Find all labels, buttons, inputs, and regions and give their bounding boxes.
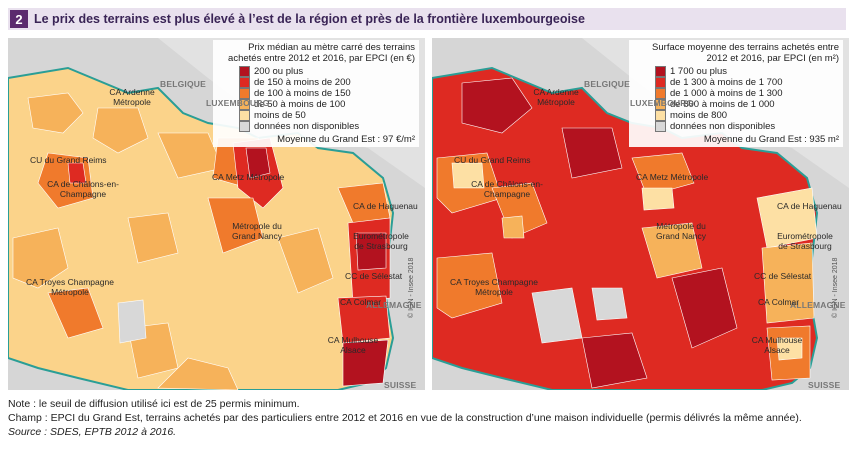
city-label-troyes: CA Troyes Champagne Métropole xyxy=(450,277,538,297)
city-label-mulhouse: CA Mulhouse Alsace xyxy=(327,335,379,355)
surface-legend-mean: Moyenne du Grand Est : 935 m² xyxy=(703,134,839,145)
country-label-germany: ALLEMAGNE xyxy=(366,300,422,310)
surface-legend-item: moins de 800 xyxy=(655,110,839,121)
price-legend-item: moins de 50 xyxy=(239,110,415,121)
country-label-luxembourg: LUXEMBOURG xyxy=(630,98,694,108)
city-label-selestat: CC de Sélestat xyxy=(345,271,403,281)
surface-legend-item: de 800 à moins de 1 000 xyxy=(655,99,839,110)
price-legend-swatch xyxy=(239,110,250,121)
price-legend-item: 200 ou plus xyxy=(239,66,415,77)
city-label-nancy: Métropole du Grand Nancy xyxy=(655,221,707,241)
price-legend-mean: Moyenne du Grand Est : 97 €/m² xyxy=(277,134,415,145)
surface-legend-label: données non disponibles xyxy=(670,121,776,132)
city-label-haguenau: CA de Haguenau xyxy=(353,201,418,211)
city-label-chalons: CA de Châlons-en-Champagne xyxy=(471,179,543,199)
surface-legend-label: de 800 à moins de 1 000 xyxy=(670,99,775,110)
map-credit: © IGN - Insee 2018 xyxy=(832,257,839,318)
surface-legend-label: moins de 800 xyxy=(670,110,728,121)
figure-notes: Note : le seuil de diffusion utilisé ici… xyxy=(8,397,802,439)
figure-header: 2 Le prix des terrains est plus élevé à … xyxy=(8,8,846,30)
price-legend-label: 200 ou plus xyxy=(254,66,304,77)
price-legend-swatch xyxy=(239,121,250,132)
surface-legend-label: 1 700 ou plus xyxy=(670,66,728,77)
city-label-selestat: CC de Sélestat xyxy=(754,271,812,281)
city-label-colmar: CA Colmar xyxy=(340,297,382,307)
surface-legend-item: de 1 000 à moins de 1 300 xyxy=(655,88,839,99)
price-legend-label: données non disponibles xyxy=(254,121,360,132)
price-legend-swatch xyxy=(239,66,250,77)
price-legend-title: Prix médian au mètre carré des terrains … xyxy=(228,42,415,64)
city-label-troyes: CA Troyes Champagne Métropole xyxy=(26,277,114,297)
city-label-metz: CA Metz Métropole xyxy=(636,172,709,182)
surface-legend-label: de 1 000 à moins de 1 300 xyxy=(670,88,783,99)
price-legend-items: 200 ou plus de 150 à moins de 200 de 100 à… xyxy=(217,66,415,132)
surface-map-patches xyxy=(436,77,818,389)
city-label-colmar: CA Colmar xyxy=(758,297,800,307)
country-label-switzerland: SUISSE xyxy=(384,380,417,390)
city-label-strasbourg: Eurométropole de Strasbourg xyxy=(353,231,409,251)
price-legend-swatch xyxy=(239,77,250,88)
note-text: Note : le seuil de diffusion utilisé ici… xyxy=(8,398,300,410)
map-credit: © IGN - Insee 2018 xyxy=(408,257,415,318)
city-label-nancy: Métropole du Grand Nancy xyxy=(231,221,283,241)
surface-legend-item: de 1 300 à moins de 1 700 xyxy=(655,77,839,88)
country-label-germany: ALLEMAGNE xyxy=(790,300,846,310)
city-label-reims: CU du Grand Reims xyxy=(454,155,531,165)
surface-legend-swatch xyxy=(655,66,666,77)
surface-legend-swatch xyxy=(655,88,666,99)
surface-legend-items: 1 700 ou plus de 1 300 à moins de 1 700 de… xyxy=(633,66,839,132)
price-legend: Prix médian au mètre carré des terrains … xyxy=(213,40,419,147)
price-legend-swatch xyxy=(239,88,250,99)
country-label-switzerland: SUISSE xyxy=(808,380,841,390)
price-legend-item: de 150 à moins de 200 xyxy=(239,77,415,88)
source-text: Source : SDES, EPTB 2012 à 2016. xyxy=(8,426,177,438)
price-legend-label: de 50 à moins de 100 xyxy=(254,99,346,110)
surface-legend-swatch xyxy=(655,121,666,132)
surface-map: Surface moyenne des terrains achetés ent… xyxy=(432,38,849,390)
price-legend-label: de 150 à moins de 200 xyxy=(254,77,351,88)
country-label-luxembourg: LUXEMBOURG xyxy=(206,98,270,108)
city-label-strasbourg: Eurométropole de Strasbourg xyxy=(777,231,833,251)
surface-legend-item: 1 700 ou plus xyxy=(655,66,839,77)
city-label-reims: CU du Grand Reims xyxy=(30,155,107,165)
figure-number: 2 xyxy=(10,10,28,28)
price-legend-item: données non disponibles xyxy=(239,121,415,132)
country-label-belgium: BELGIQUE xyxy=(584,79,630,89)
city-label-chalons: CA de Châlons-en-Champagne xyxy=(47,179,119,199)
country-label-belgium: BELGIQUE xyxy=(160,79,206,89)
figure-title: Le prix des terrains est plus élevé à l’… xyxy=(34,12,585,26)
city-label-ardenne: CA Ardenne Métropole xyxy=(533,87,579,107)
price-legend-item: de 100 à moins de 150 xyxy=(239,88,415,99)
surface-legend-label: de 1 300 à moins de 1 700 xyxy=(670,77,783,88)
surface-legend-swatch xyxy=(655,99,666,110)
price-legend-swatch xyxy=(239,99,250,110)
price-legend-item: de 50 à moins de 100 xyxy=(239,99,415,110)
surface-legend: Surface moyenne des terrains achetés ent… xyxy=(629,40,843,147)
city-label-haguenau: CA de Haguenau xyxy=(777,201,842,211)
price-legend-label: moins de 50 xyxy=(254,110,306,121)
surface-legend-item: données non disponibles xyxy=(655,121,839,132)
city-label-metz: CA Metz Métropole xyxy=(212,172,285,182)
price-map: Prix médian au mètre carré des terrains … xyxy=(8,38,425,390)
surface-legend-swatch xyxy=(655,77,666,88)
city-label-mulhouse: CA Mulhouse Alsace xyxy=(751,335,803,355)
surface-legend-title: Surface moyenne des terrains achetés ent… xyxy=(652,42,839,64)
champ-text: Champ : EPCI du Grand Est, terrains ache… xyxy=(8,412,802,424)
surface-legend-swatch xyxy=(655,110,666,121)
price-legend-label: de 100 à moins de 150 xyxy=(254,88,351,99)
price-map-patches xyxy=(12,92,391,390)
city-label-ardenne: CA Ardenne Métropole xyxy=(109,87,155,107)
